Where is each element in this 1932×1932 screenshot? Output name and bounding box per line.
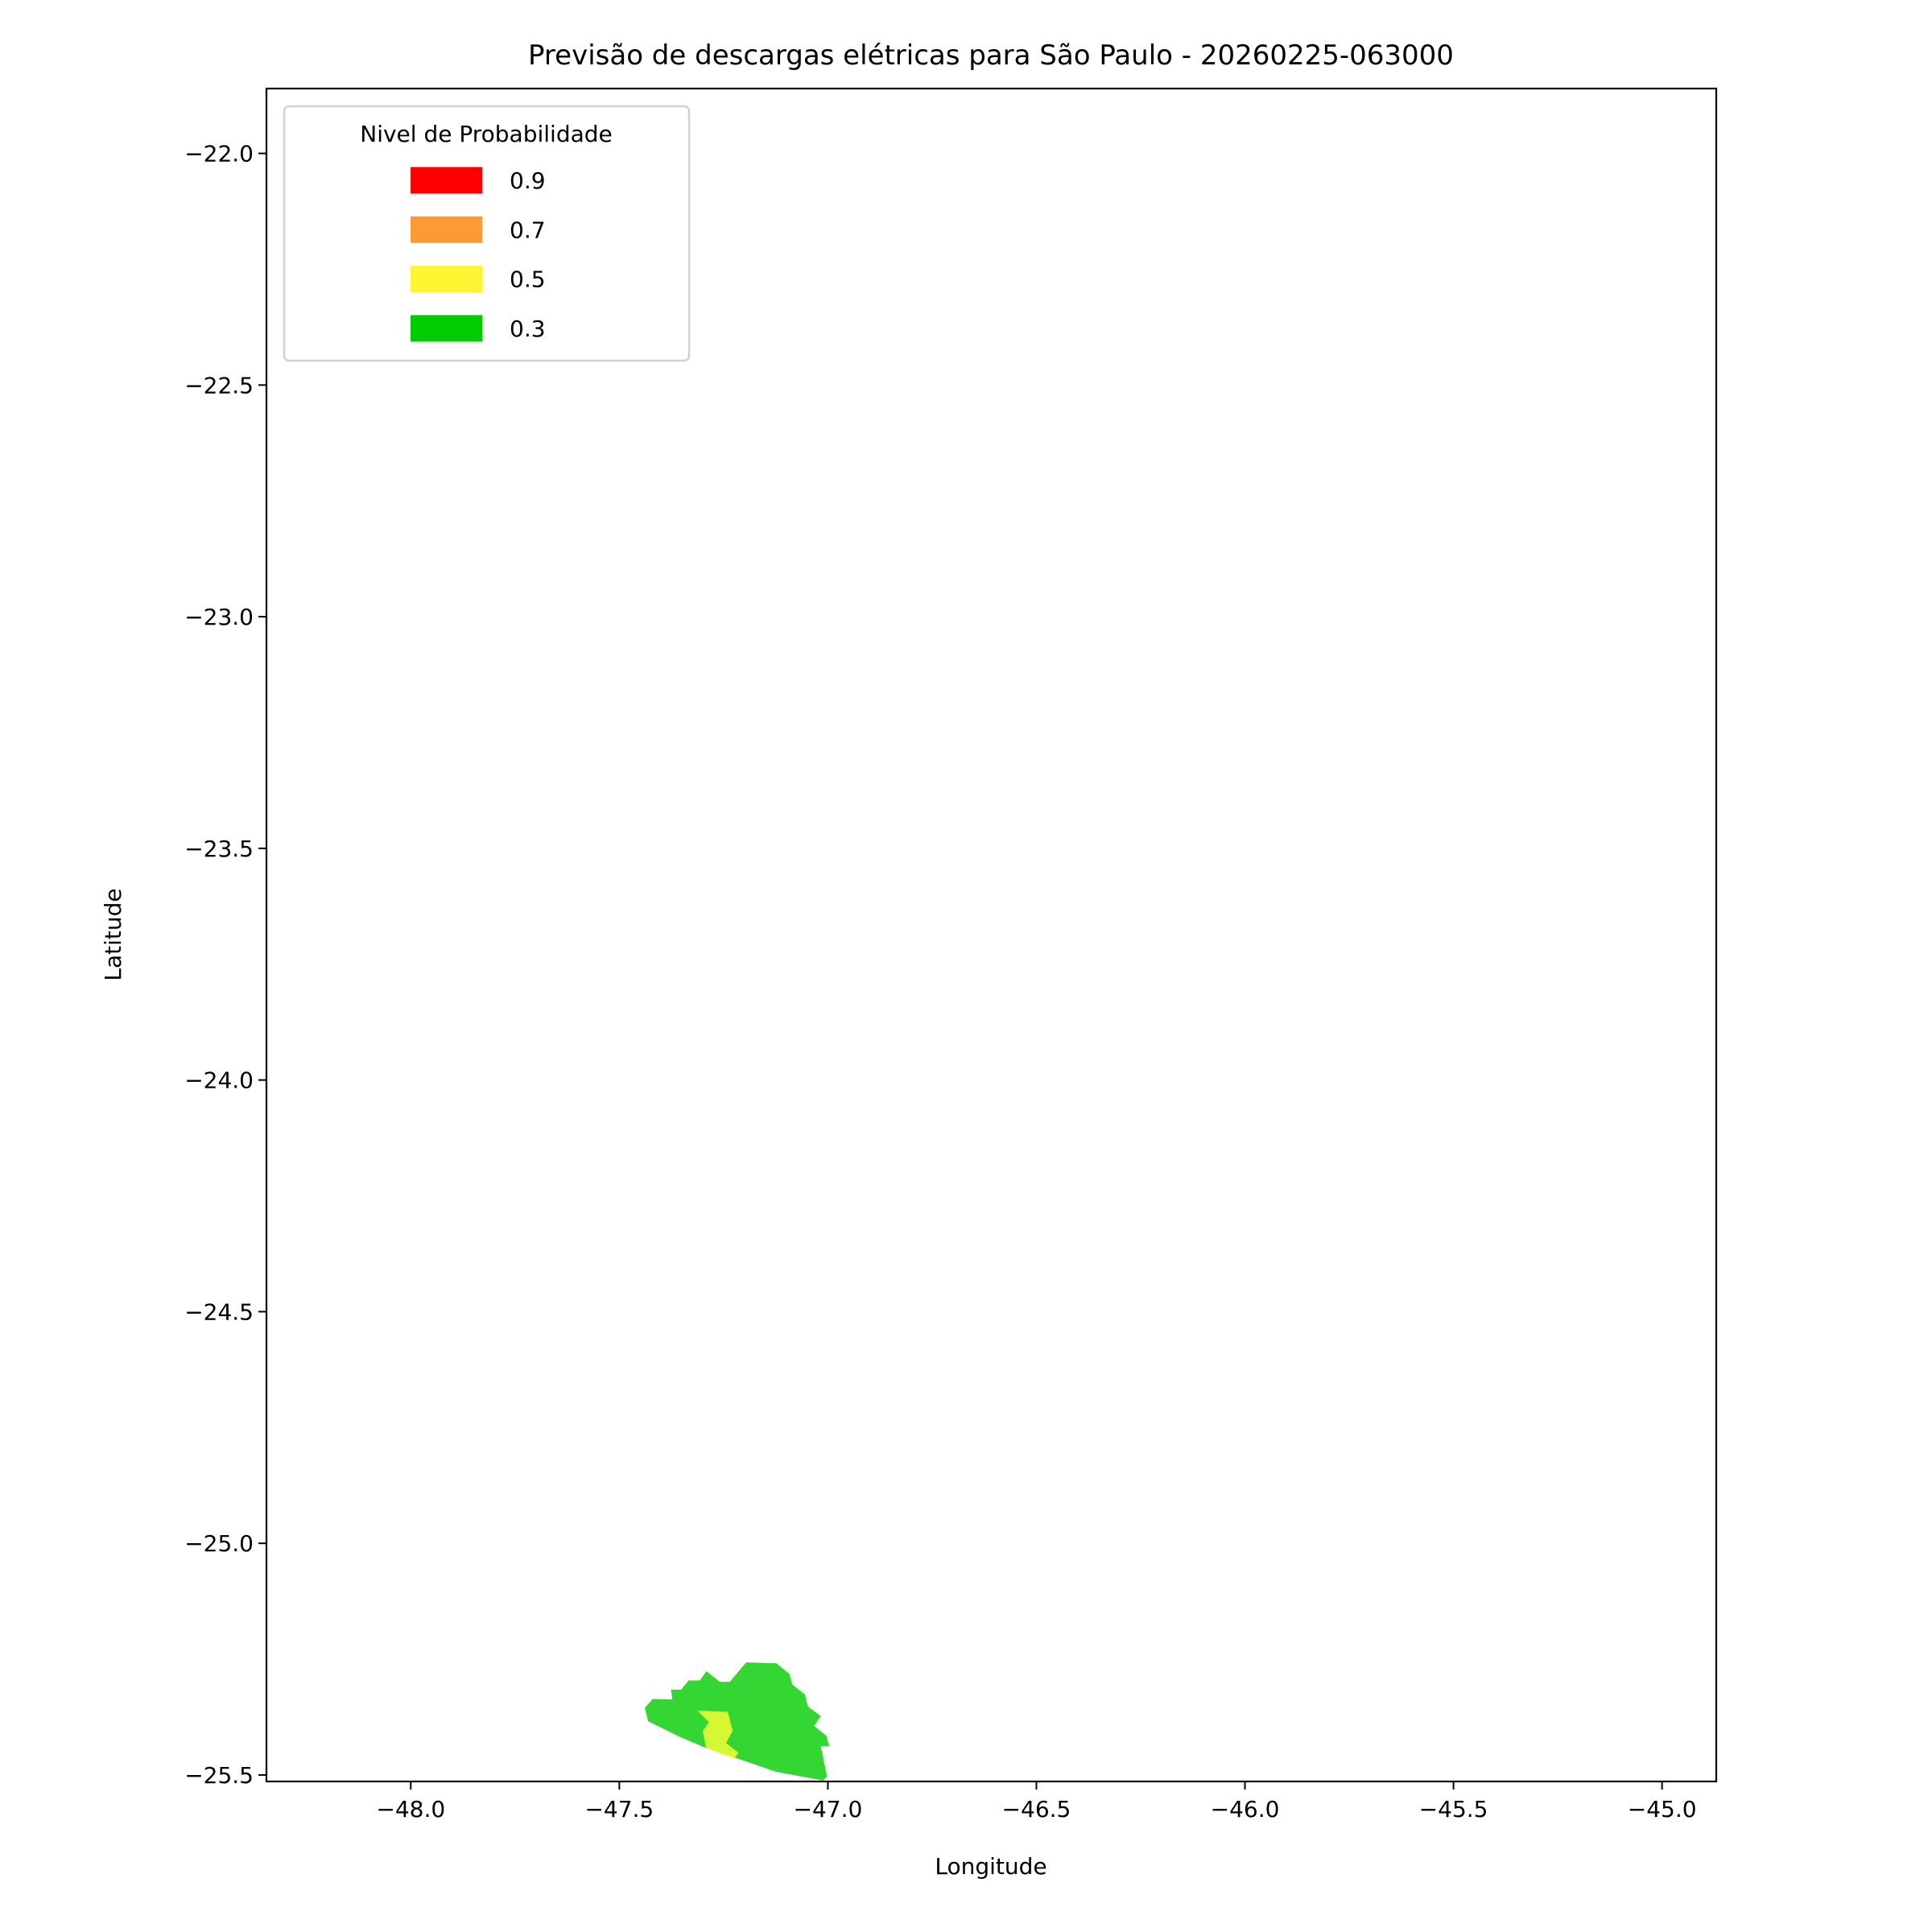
x-tick-label: −45.0 — [1628, 1796, 1697, 1823]
legend-box — [283, 105, 691, 362]
x-tick-label: −47.5 — [584, 1796, 654, 1823]
legend-label: 0.7 — [510, 217, 546, 243]
y-tick-label: −23.0 — [184, 604, 254, 630]
probability-region-0.3 — [644, 1662, 829, 1781]
y-tick-label: −24.0 — [184, 1067, 254, 1094]
legend-swatch — [411, 216, 482, 243]
y-tick-label: −22.0 — [184, 141, 254, 167]
legend-title: Nivel de Probabilidade — [360, 121, 613, 147]
y-tick-label: −25.5 — [184, 1762, 254, 1789]
x-tick-label: −46.5 — [1002, 1796, 1071, 1823]
x-tick-label: −48.0 — [376, 1796, 445, 1823]
x-tick-label: −46.0 — [1211, 1796, 1280, 1823]
regions — [644, 1662, 829, 1781]
y-tick-label: −23.5 — [184, 836, 254, 862]
y-tick-label: −22.5 — [184, 372, 254, 398]
y-ticks: −22.0 −22.5 −23.0 −23.5 −24.0 −24.5 −25.0 −25.5 — [184, 141, 266, 1789]
legend-swatch — [411, 315, 482, 342]
x-axis-label: Longitude — [935, 1853, 1046, 1880]
y-tick-label: −25.0 — [184, 1530, 254, 1557]
legend-swatch — [411, 266, 482, 293]
x-tick-label: −47.0 — [793, 1796, 862, 1823]
y-axis-label: Latitude — [100, 888, 126, 980]
y-tick-label: −24.5 — [184, 1298, 254, 1325]
axes-frame — [265, 87, 1718, 1783]
probability-region-0.5 — [697, 1710, 739, 1759]
x-tick-label: −45.5 — [1419, 1796, 1488, 1823]
legend-swatch — [411, 167, 482, 194]
legend-label: 0.3 — [510, 316, 546, 342]
legend-label: 0.9 — [510, 167, 546, 194]
legend: Nivel de Probabilidade 0.9 0.7 0.5 0.3 — [283, 105, 691, 362]
chart-title: Previsão de descargas elétricas para São… — [528, 39, 1454, 72]
x-ticks: −48.0 −47.5 −47.0 −46.5 −46.0 −45.5 −45.0 — [376, 1781, 1697, 1823]
legend-label: 0.5 — [510, 266, 546, 293]
